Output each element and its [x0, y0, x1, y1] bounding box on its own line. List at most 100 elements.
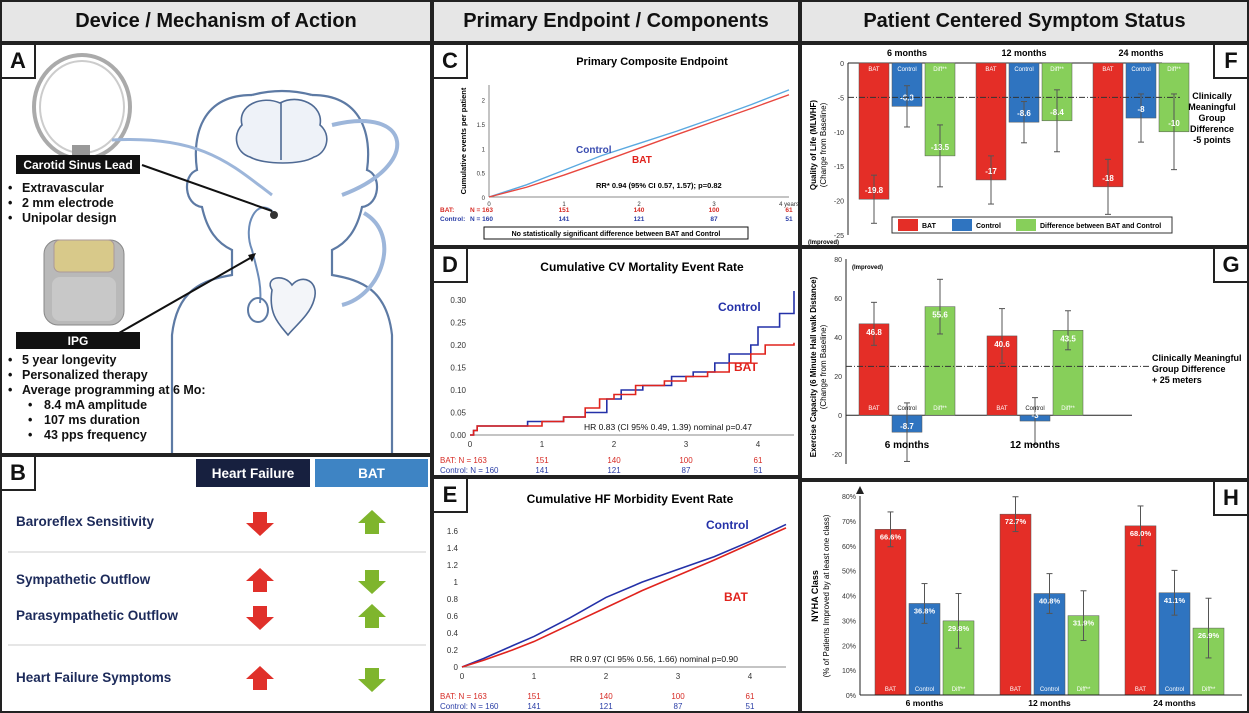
bar-name-label: BAT [1010, 687, 1022, 693]
at-risk-value: 51 [785, 216, 793, 223]
at-risk-value: 141 [559, 216, 570, 223]
chart-c: Primary Composite Endpoint 0 0.5 1 1.5 2 0 1 2 3 4… [440, 56, 798, 240]
bar-value-label: -8.7 [900, 422, 914, 431]
y-tick-label: -20 [832, 452, 842, 459]
bar-value-label: -8.6 [1017, 109, 1031, 118]
bar-value-label: 26.9% [1198, 631, 1220, 640]
reference-label: Difference [1190, 124, 1234, 134]
ipg-device-icon [43, 239, 125, 326]
legend-label-bat: BAT [724, 590, 748, 604]
lead-bullet: Unipolar design [8, 211, 116, 226]
lead-label: Carotid Sinus Lead [16, 155, 140, 174]
group-label: 6 months [885, 440, 930, 451]
at-risk-label: BAT: N = 163 [440, 692, 487, 701]
reference-label: Group [1199, 113, 1226, 123]
brain-signal-arrow-icon [331, 119, 399, 197]
y-axis-label-secondary: (% of Patients Improved by at least one … [822, 514, 831, 677]
arrow-up-icon [358, 510, 386, 534]
ipg-bullet: Personalized therapy [8, 368, 206, 383]
x-tick-label: 4 [756, 440, 761, 449]
bar-name-label: BAT [868, 406, 880, 412]
mechanism-row-label: Parasympathetic Outflow [16, 608, 179, 623]
y-tick-label: 40 [834, 335, 842, 342]
at-risk-value: 121 [634, 216, 645, 223]
y-tick-label: 0 [840, 61, 844, 68]
bar-value-label: 41.1% [1164, 596, 1186, 605]
y-tick-label: 0 [838, 413, 842, 420]
ipg-sub-bullet: 43 pps frequency [8, 428, 206, 443]
footnote: No statistically significant difference … [512, 231, 721, 238]
ipg-label: IPG [16, 332, 140, 349]
bar-value-label: -17 [985, 167, 997, 176]
at-risk-value: 140 [607, 456, 621, 465]
bar-value-label: 36.8% [914, 606, 936, 615]
bar-name-label: Diff** [1061, 406, 1075, 412]
header-device-text: Device / Mechanism of Action [75, 10, 357, 32]
bar-value-label: 40.8% [1039, 597, 1061, 606]
device-illustration [32, 53, 399, 453]
bar-bat [999, 513, 1032, 696]
y-axis-label-secondary: (Change from Baseline) [819, 324, 828, 409]
y-tick-label: 0 [454, 663, 459, 672]
header-symptom: Patient Centered Symptom Status [800, 0, 1249, 43]
series-line-control [488, 89, 790, 198]
y-tick-label: 0.4 [447, 629, 459, 638]
at-risk-value: 61 [746, 692, 755, 701]
panel-letter-d: D [434, 249, 468, 283]
footnote-box [483, 226, 749, 240]
bar-name-label: BAT [868, 67, 880, 73]
y-tick-label: 0.05 [450, 409, 466, 418]
ipg-implant-icon [247, 297, 269, 323]
y-tick-label: 0% [846, 693, 856, 700]
legend-label-bat: BAT [734, 360, 758, 374]
chart-title: Cumulative HF Morbidity Event Rate [527, 492, 734, 506]
y-tick-label: 70% [842, 519, 856, 526]
chart-h: 0% 10% 20% 30% 40% 50% 60% 70% 80% 66.6% BAT 36.8% C… [810, 486, 1242, 708]
arrow-down-icon [246, 606, 274, 630]
col-header-heart-failure: Heart Failure [196, 459, 310, 487]
bar-name-label: BAT [1102, 67, 1114, 73]
lead-bullet: 2 mm electrode [8, 196, 116, 211]
arrow-up-icon [246, 568, 274, 592]
ipg-sub-bullet: 8.4 mA amplitude [8, 398, 206, 413]
bar-name-label: Control [1165, 687, 1184, 693]
bar-name-label: Diff** [1050, 67, 1064, 73]
y-tick-label: 0.5 [477, 172, 486, 178]
x-tick-label: 3 [712, 202, 716, 208]
at-risk-value: 87 [710, 216, 718, 223]
bar-value-label: -18 [1102, 174, 1114, 183]
at-risk-value: 61 [785, 207, 793, 214]
bar-value-label: 31.9% [1073, 619, 1095, 628]
arrow-down-icon [358, 570, 386, 594]
y-tick-label: 60 [834, 296, 842, 303]
lead-placement-arrow-icon [111, 137, 273, 197]
bar-name-label: Diff** [933, 406, 947, 412]
legend-label-control: Control [576, 145, 612, 156]
group-label: 24 months [1118, 48, 1163, 58]
bar-value-label: 66.6% [880, 532, 902, 541]
y-tick-label: 20 [834, 374, 842, 381]
at-risk-value: 141 [527, 702, 541, 711]
ipg-bullet: Average programming at 6 Mo: [8, 383, 206, 398]
y-tick-label: 0.2 [447, 646, 459, 655]
brain-icon [235, 98, 328, 164]
bar-name-label: Control [1014, 67, 1033, 73]
panel-letter-h: H [1213, 482, 1247, 516]
y-axis-label: Quality of Life (MLWHF) [809, 100, 818, 191]
y-tick-label: 0.30 [450, 296, 466, 305]
x-tick-label: 1 [540, 440, 545, 449]
y-tick-label: -15 [834, 164, 844, 171]
panel-a: A [0, 43, 432, 455]
header-symptom-text: Patient Centered Symptom Status [863, 10, 1186, 32]
reference-label: Group Difference [1152, 364, 1226, 374]
y-tick-label: 30% [842, 618, 856, 625]
arrow-down-icon [358, 668, 386, 692]
bar-name-label: Diff** [1077, 687, 1091, 693]
y-tick-label: 1.2 [447, 561, 459, 570]
legend-swatch [1016, 219, 1036, 231]
reference-label: Clinically Meaningful [1152, 353, 1242, 363]
bar-name-label: Diff** [933, 67, 947, 73]
at-risk-label: Control: N = 160 [440, 702, 499, 711]
at-risk-value: 141 [535, 466, 549, 475]
bar-name-label: Control [897, 406, 916, 412]
